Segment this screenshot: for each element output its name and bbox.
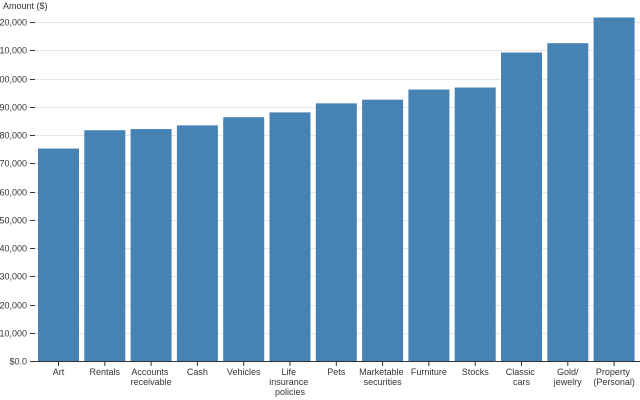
bar bbox=[176, 125, 218, 362]
y-axis-title: Amount ($) bbox=[3, 1, 48, 11]
y-tick-label: $30,000 bbox=[0, 272, 27, 282]
x-tick-label: Accounts receivable bbox=[131, 367, 172, 387]
y-tick-label: $20,000 bbox=[0, 301, 27, 311]
x-tick-label: Gold/jewelry bbox=[553, 367, 583, 387]
x-tick-label: Stocks bbox=[462, 367, 490, 377]
bar bbox=[547, 43, 589, 361]
y-tick-label: $80,000 bbox=[0, 131, 27, 141]
x-tick-label: Cash bbox=[187, 367, 208, 377]
x-tick-label: Property (Personal) bbox=[593, 367, 635, 387]
bar bbox=[593, 17, 635, 361]
y-tick-label: $0.0 bbox=[9, 357, 27, 367]
y-tick-label: $90,000 bbox=[0, 103, 27, 113]
x-tick-label: Classic cars bbox=[506, 367, 538, 387]
y-axis: $0.0 $10,000 $20,000 $30,000 $40,000 $50,000 $… bbox=[0, 18, 35, 367]
y-tick-label: $100,000 bbox=[0, 75, 27, 85]
y-tick-label: $110,000 bbox=[0, 46, 27, 56]
bar bbox=[84, 130, 126, 361]
x-tick-label: Vehicles bbox=[227, 367, 261, 377]
bar bbox=[130, 129, 172, 361]
bars bbox=[38, 17, 635, 362]
x-tick-label: Furniture bbox=[411, 367, 447, 377]
x-axis: Art Rentals Accounts receivable Cash Vehicle… bbox=[35, 361, 640, 397]
bar bbox=[454, 87, 496, 361]
bar bbox=[501, 52, 542, 361]
x-tick-label: Life insurance policies bbox=[269, 367, 311, 397]
bar bbox=[362, 99, 404, 361]
y-tick-label: $120,000 bbox=[0, 18, 27, 28]
bar bbox=[38, 148, 79, 361]
y-tick-label: $60,000 bbox=[0, 188, 27, 198]
x-tick-label: Rentals bbox=[90, 367, 121, 377]
x-tick-label: Pets bbox=[327, 367, 346, 377]
y-tick-label: $50,000 bbox=[0, 216, 27, 226]
y-tick-label: $70,000 bbox=[0, 159, 27, 169]
y-tick-label: $40,000 bbox=[0, 244, 27, 254]
x-tick-label: Art bbox=[53, 367, 65, 377]
x-tick-label: Marketable securities bbox=[359, 367, 406, 387]
bar bbox=[269, 112, 311, 362]
bar bbox=[408, 89, 450, 361]
bar bbox=[315, 103, 357, 362]
y-tick-label: $10,000 bbox=[0, 329, 27, 339]
bar bbox=[223, 117, 265, 361]
